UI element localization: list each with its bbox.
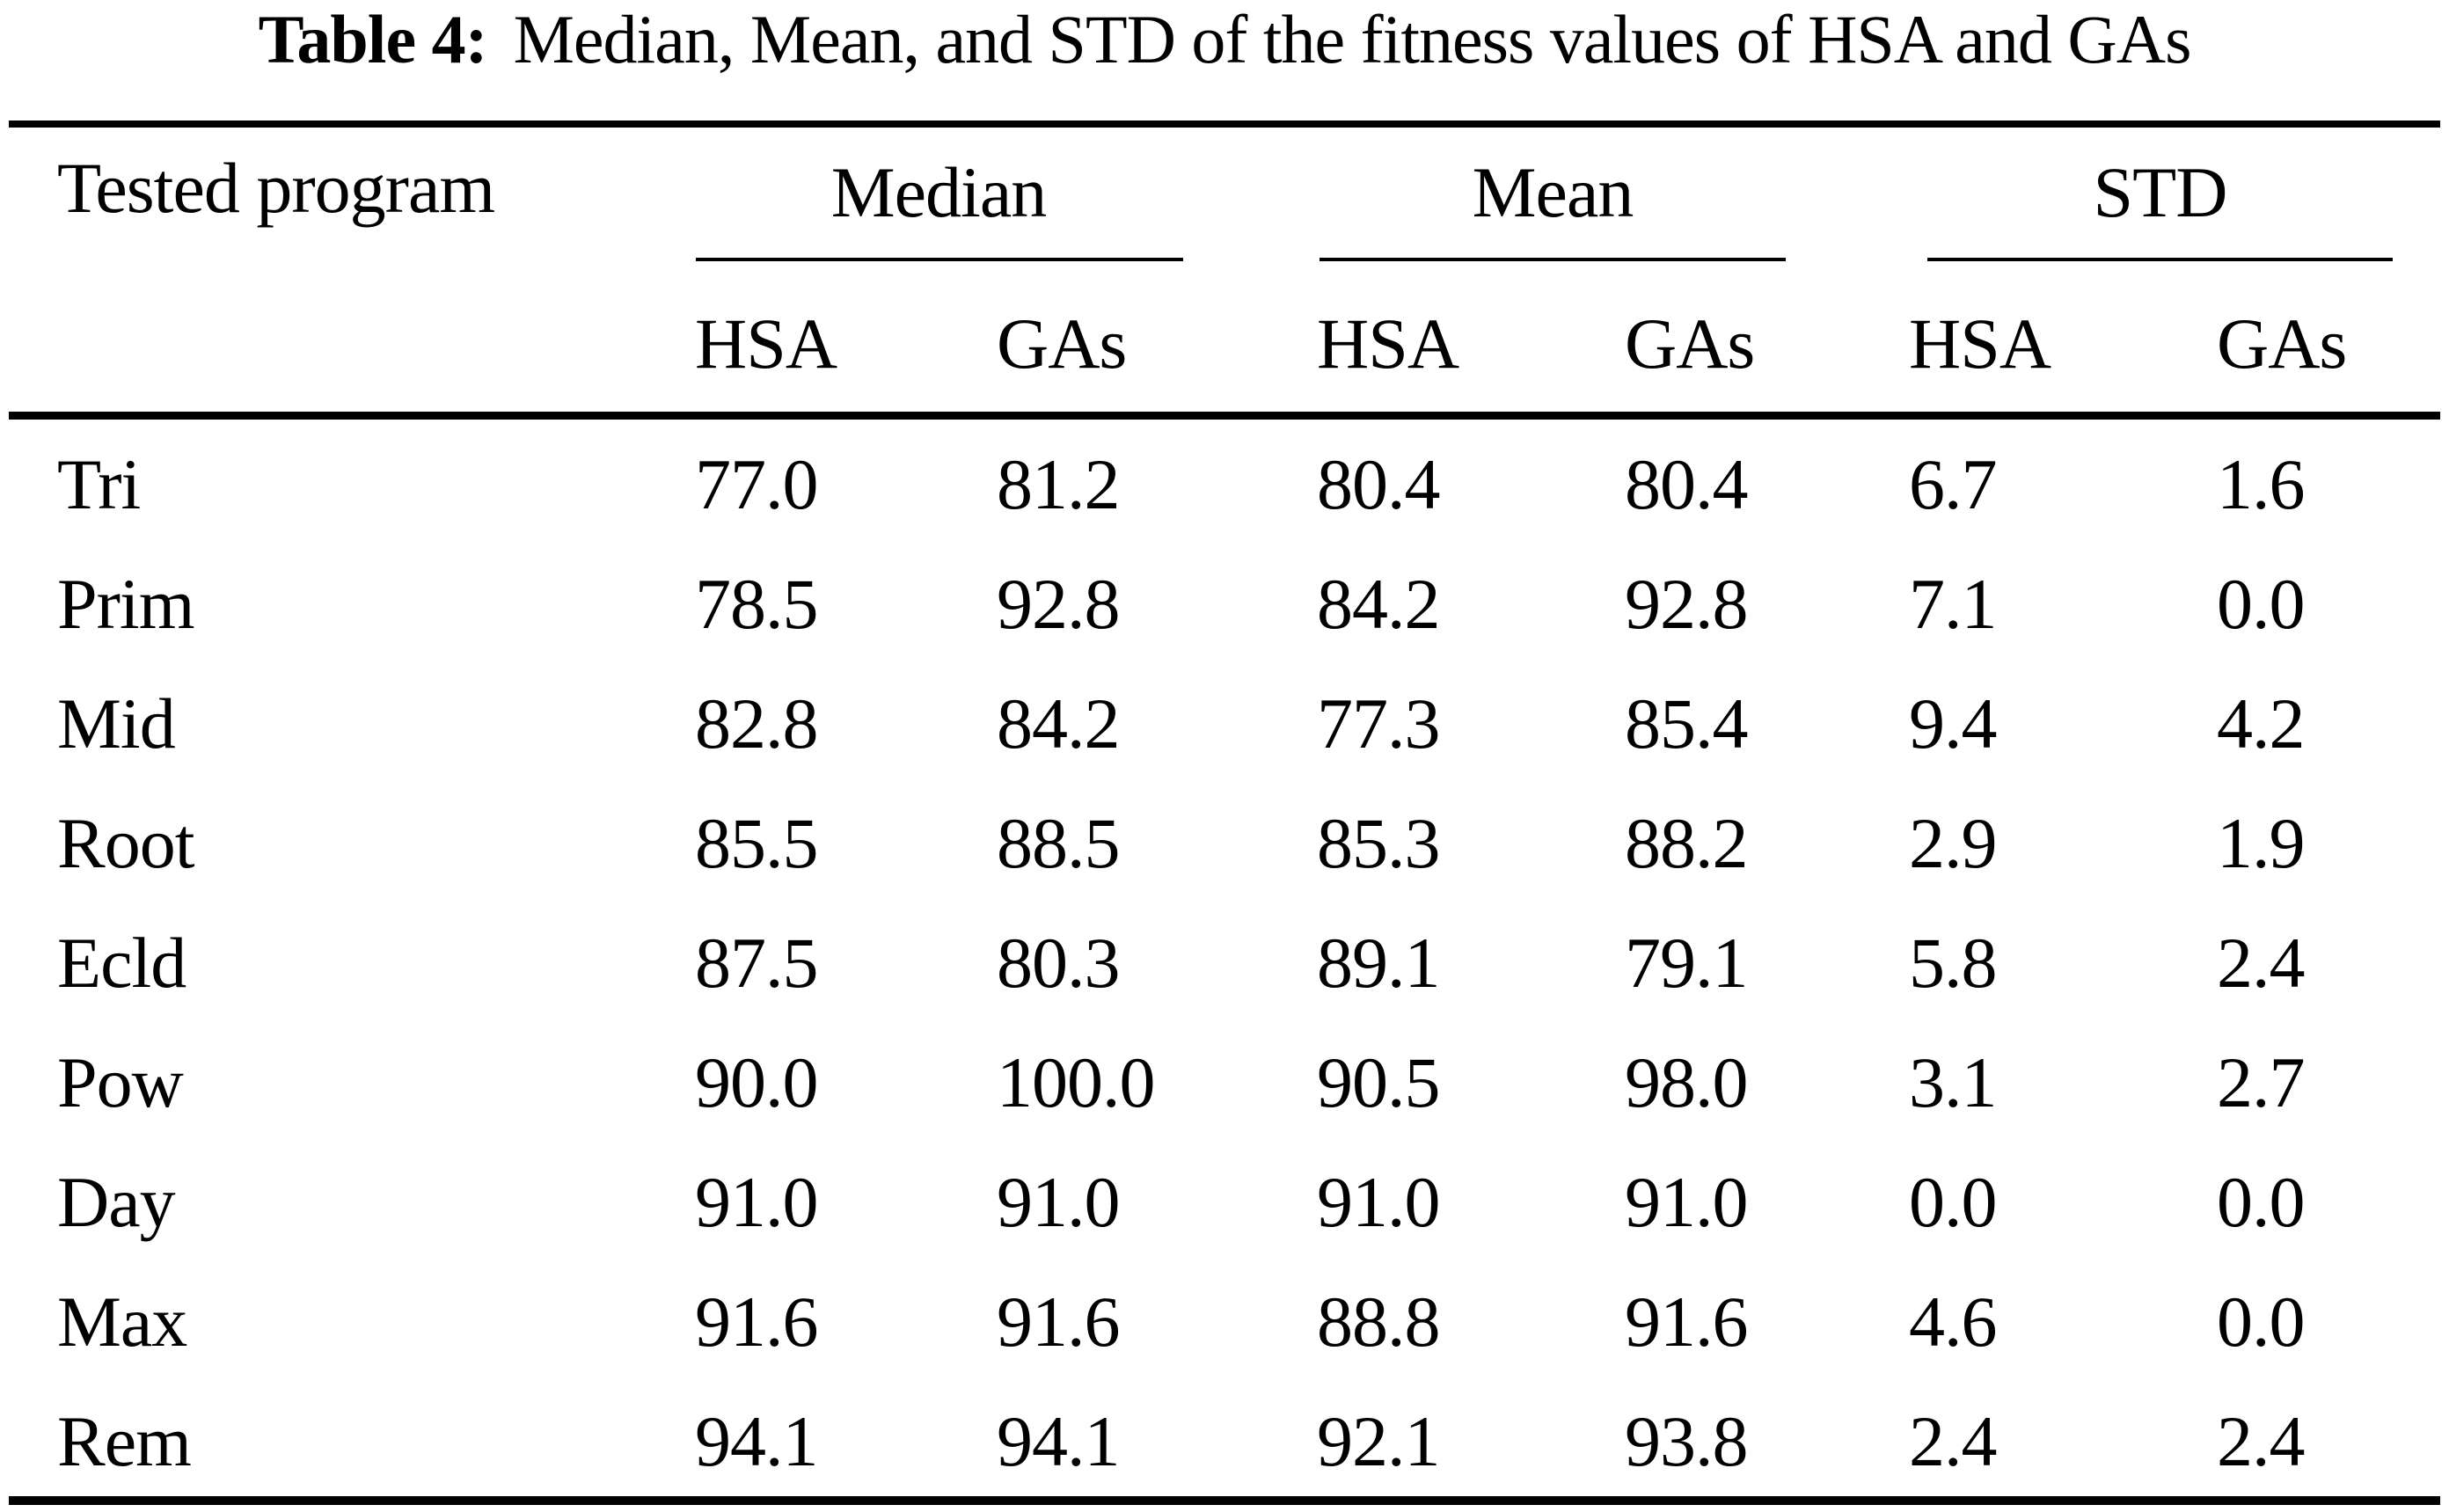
cell-median-hsa: 87.5 bbox=[695, 923, 819, 1003]
cell-mean-hsa: 77.3 bbox=[1317, 683, 1441, 763]
cell-mean-gas: 98.0 bbox=[1625, 1042, 1749, 1122]
cell-std-hsa: 3.1 bbox=[1909, 1042, 1998, 1122]
cell-median-gas: 84.2 bbox=[997, 683, 1121, 763]
cell-program: Pow bbox=[57, 1042, 184, 1122]
table-row-day: Day 91.0 91.0 91.0 91.0 0.0 0.0 bbox=[9, 1137, 2440, 1257]
subheader-row: HSA GAs HSA GAs HSA GAs bbox=[9, 258, 2440, 420]
cell-median-gas: 91.6 bbox=[997, 1282, 1121, 1362]
subheader-mean-gas: GAs bbox=[1625, 303, 1755, 383]
cell-mean-hsa: 91.0 bbox=[1317, 1162, 1441, 1242]
table-caption-number: Table 4: bbox=[258, 1, 488, 77]
table-row-prim: Prim 78.5 92.8 84.2 92.8 7.1 0.0 bbox=[9, 539, 2440, 659]
cell-std-gas: 2.7 bbox=[2217, 1042, 2306, 1122]
cell-median-hsa: 91.0 bbox=[695, 1162, 819, 1242]
group-header-std-label: STD bbox=[2093, 152, 2228, 232]
group-header-median: Median bbox=[695, 128, 1317, 258]
group-header-mean-label: Mean bbox=[1472, 152, 1634, 232]
cell-median-gas: 94.1 bbox=[997, 1401, 1121, 1481]
cell-mean-gas: 92.8 bbox=[1625, 564, 1749, 644]
group-header-mean: Mean bbox=[1317, 128, 1909, 258]
group-header-row: Tested program Median Mean STD bbox=[9, 128, 2440, 258]
cell-mean-hsa: 92.1 bbox=[1317, 1401, 1441, 1481]
cell-std-hsa: 6.7 bbox=[1909, 444, 1998, 524]
cell-median-gas: 80.3 bbox=[997, 923, 1121, 1003]
cell-std-gas: 4.2 bbox=[2217, 683, 2306, 763]
cell-mean-gas: 93.8 bbox=[1625, 1401, 1749, 1481]
cell-std-hsa: 0.0 bbox=[1909, 1162, 1998, 1242]
table-caption-text: Median, Mean, and STD of the fitness val… bbox=[513, 1, 2192, 77]
table-row-mid: Mid 82.8 84.2 77.3 85.4 9.4 4.2 bbox=[9, 659, 2440, 778]
cell-median-hsa: 91.6 bbox=[695, 1282, 819, 1362]
cell-median-hsa: 78.5 bbox=[695, 564, 819, 644]
cell-program: Max bbox=[57, 1282, 187, 1362]
cell-median-hsa: 90.0 bbox=[695, 1042, 819, 1122]
cell-mean-hsa: 84.2 bbox=[1317, 564, 1441, 644]
cell-program: Tri bbox=[57, 444, 141, 524]
std-group-underline bbox=[1927, 258, 2393, 261]
subheader-median-hsa: HSA bbox=[695, 303, 837, 383]
cell-mean-hsa: 90.5 bbox=[1317, 1042, 1441, 1122]
cell-std-gas: 2.4 bbox=[2217, 923, 2306, 1003]
cell-median-gas: 92.8 bbox=[997, 564, 1121, 644]
cell-median-hsa: 94.1 bbox=[695, 1401, 819, 1481]
cell-program: Mid bbox=[57, 683, 176, 763]
subheader-std-gas: GAs bbox=[2217, 303, 2347, 383]
subheader-std-hsa: HSA bbox=[1909, 303, 2051, 383]
cell-mean-hsa: 88.8 bbox=[1317, 1282, 1441, 1362]
table-row-root: Root 85.5 88.5 85.3 88.2 2.9 1.9 bbox=[9, 778, 2440, 898]
table-bottom-rule bbox=[9, 1496, 2440, 1505]
group-header-median-label: Median bbox=[830, 152, 1047, 232]
cell-median-gas: 91.0 bbox=[997, 1162, 1121, 1242]
fitness-values-table: Tested program Median Mean STD HSA GAs H… bbox=[9, 128, 2440, 1496]
table-header-rule bbox=[9, 412, 2440, 420]
cell-mean-hsa: 80.4 bbox=[1317, 444, 1441, 524]
cell-program: Rem bbox=[57, 1401, 192, 1481]
cell-median-hsa: 77.0 bbox=[695, 444, 819, 524]
cell-mean-gas: 88.2 bbox=[1625, 803, 1749, 883]
median-group-underline bbox=[696, 258, 1183, 261]
cell-median-hsa: 82.8 bbox=[695, 683, 819, 763]
subheader-mean-hsa: HSA bbox=[1317, 303, 1459, 383]
table-row-ecld: Ecld 87.5 80.3 89.1 79.1 5.8 2.4 bbox=[9, 898, 2440, 1018]
cell-program: Day bbox=[57, 1162, 176, 1242]
subheader-median-gas: GAs bbox=[997, 303, 1127, 383]
table-row-tri: Tri 77.0 81.2 80.4 80.4 6.7 1.6 bbox=[9, 420, 2440, 539]
mean-group-underline bbox=[1320, 258, 1786, 261]
cell-program: Prim bbox=[57, 564, 194, 644]
cell-std-gas: 1.6 bbox=[2217, 444, 2306, 524]
cell-mean-gas: 85.4 bbox=[1625, 683, 1749, 763]
cell-std-hsa: 5.8 bbox=[1909, 923, 1998, 1003]
column-header-tested-program: Tested program bbox=[57, 148, 495, 228]
group-header-std: STD bbox=[1909, 128, 2440, 258]
cell-std-gas: 0.0 bbox=[2217, 1162, 2306, 1242]
cell-std-hsa: 2.4 bbox=[1909, 1401, 1998, 1481]
cell-mean-gas: 91.6 bbox=[1625, 1282, 1749, 1362]
table-row-max: Max 91.6 91.6 88.8 91.6 4.6 0.0 bbox=[9, 1257, 2440, 1377]
cell-std-gas: 2.4 bbox=[2217, 1401, 2306, 1481]
cell-mean-hsa: 85.3 bbox=[1317, 803, 1441, 883]
cell-std-hsa: 2.9 bbox=[1909, 803, 1998, 883]
cell-program: Ecld bbox=[57, 923, 186, 1003]
table-caption: Table 4: Median, Mean, and STD of the fit… bbox=[0, 2, 2449, 77]
table-row-rem: Rem 94.1 94.1 92.1 93.8 2.4 2.4 bbox=[9, 1377, 2440, 1496]
cell-median-hsa: 85.5 bbox=[695, 803, 819, 883]
table-top-rule bbox=[9, 121, 2440, 128]
cell-std-hsa: 9.4 bbox=[1909, 683, 1998, 763]
cell-std-hsa: 7.1 bbox=[1909, 564, 1998, 644]
cell-median-gas: 100.0 bbox=[997, 1042, 1156, 1122]
cell-std-gas: 0.0 bbox=[2217, 564, 2306, 644]
cell-mean-gas: 91.0 bbox=[1625, 1162, 1749, 1242]
cell-std-hsa: 4.6 bbox=[1909, 1282, 1998, 1362]
cell-mean-gas: 79.1 bbox=[1625, 923, 1749, 1003]
cell-mean-hsa: 89.1 bbox=[1317, 923, 1441, 1003]
cell-mean-gas: 80.4 bbox=[1625, 444, 1749, 524]
cell-program: Root bbox=[57, 803, 194, 883]
cell-std-gas: 1.9 bbox=[2217, 803, 2306, 883]
cell-std-gas: 0.0 bbox=[2217, 1282, 2306, 1362]
table-row-pow: Pow 90.0 100.0 90.5 98.0 3.1 2.7 bbox=[9, 1018, 2440, 1137]
cell-median-gas: 88.5 bbox=[997, 803, 1121, 883]
cell-median-gas: 81.2 bbox=[997, 444, 1121, 524]
